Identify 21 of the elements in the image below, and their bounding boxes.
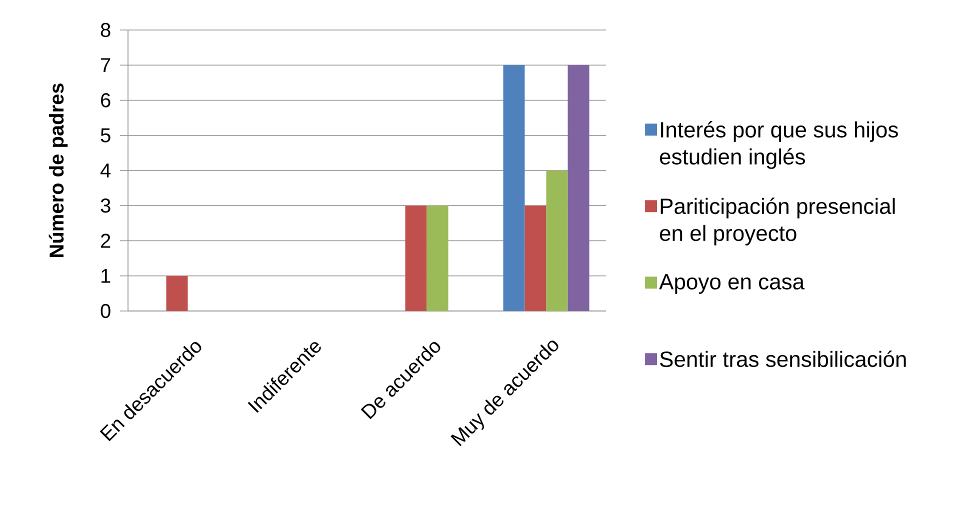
y-tick-label: 4 [100,164,111,178]
y-tick-label: 2 [101,234,110,248]
y-tick-label: 7 [101,58,110,72]
y-tick-label: 5 [100,128,110,142]
y-tick-label: 8 [100,22,110,38]
legend-label: Interés por que sus hijos estudien inglés [660,121,898,169]
bar [546,170,568,311]
legend-label: Sentir tras sensibilicación [660,350,906,368]
bar [405,206,427,311]
y-tick-label: 6 [101,93,110,108]
bar [524,206,546,311]
legend-label: Pariticipación presencial en el proyecto [660,198,895,246]
bar [426,206,448,311]
legend-label: Apoyo en casa [659,274,805,294]
bar [503,65,525,311]
y-tick-label: 0 [100,304,110,318]
bar [568,65,590,311]
bar [166,276,188,311]
y-tick-label: 1 [102,268,110,283]
y-axis-title: Número de padres [48,84,68,257]
y-tick-label: 3 [100,198,110,213]
